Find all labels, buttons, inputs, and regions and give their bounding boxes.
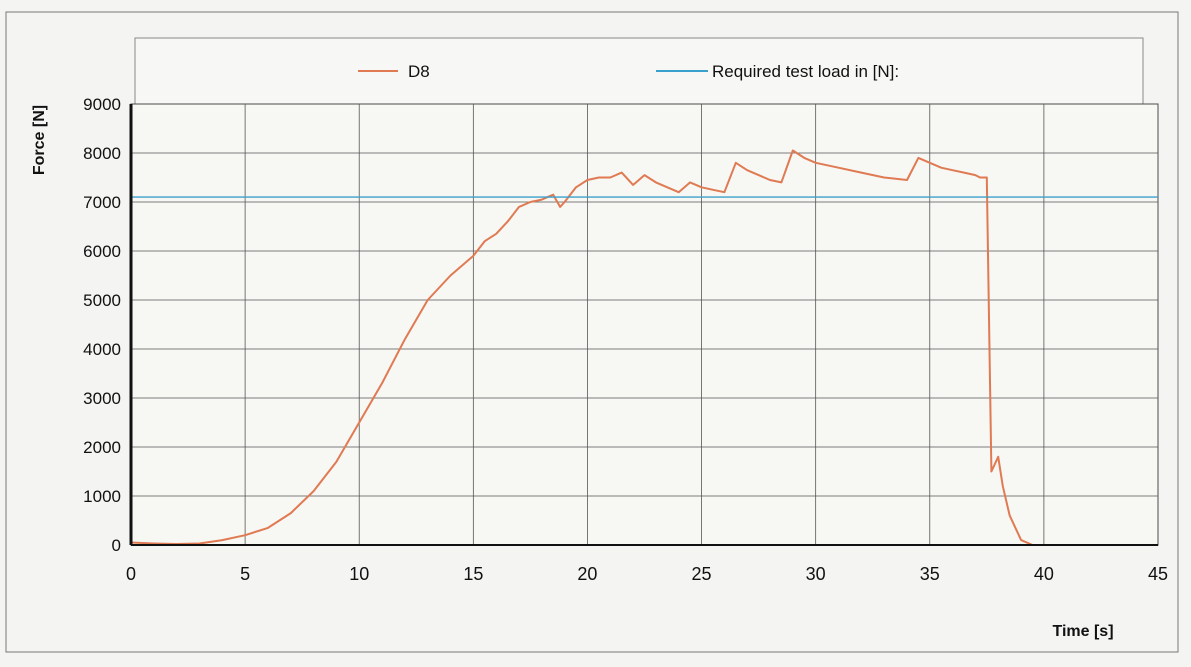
x-tick-label: 5: [240, 564, 250, 584]
axes: [129, 104, 1158, 546]
x-tick-label: 15: [463, 564, 483, 584]
y-tick-label: 4000: [83, 340, 121, 359]
legend: D8 Required test load in [N]:: [134, 37, 1144, 105]
x-tick-label: 45: [1148, 564, 1168, 584]
legend-box: [134, 37, 1144, 105]
plot-area: [130, 103, 1159, 546]
y-tick-label: 1000: [83, 487, 121, 506]
y-tick-label: 7000: [83, 193, 121, 212]
y-tick-label: 0: [112, 536, 121, 555]
y-tick-label: 3000: [83, 389, 121, 408]
y-tick-label: 2000: [83, 438, 121, 457]
x-tick-label: 40: [1034, 564, 1054, 584]
y-tick-label: 5000: [83, 291, 121, 310]
x-tick-label: 10: [349, 564, 369, 584]
series-layer: [130, 149, 1158, 546]
x-tick-label: 0: [126, 564, 136, 584]
y-tick-label: 6000: [83, 242, 121, 261]
legend-label: Required test load in [N]:: [712, 62, 899, 81]
series-line-d8: [130, 149, 1158, 546]
x-tick-label: 35: [920, 564, 940, 584]
x-axis-label: Time [s]: [1052, 623, 1113, 640]
y-tick-label: 9000: [83, 95, 121, 114]
x-tick-label: 30: [806, 564, 826, 584]
y-tick-label: 8000: [83, 144, 121, 163]
gridlines: [131, 103, 1159, 545]
tick-labels: 0 5 10 15 20 25 30 35 40 45 0 1000 2000 3000 4000 5000 6…: [83, 95, 1168, 584]
y-axis-label: Force [N]: [31, 105, 48, 175]
x-tick-label: 25: [692, 564, 712, 584]
x-tick-label: 20: [577, 564, 597, 584]
legend-label: D8: [408, 62, 430, 81]
